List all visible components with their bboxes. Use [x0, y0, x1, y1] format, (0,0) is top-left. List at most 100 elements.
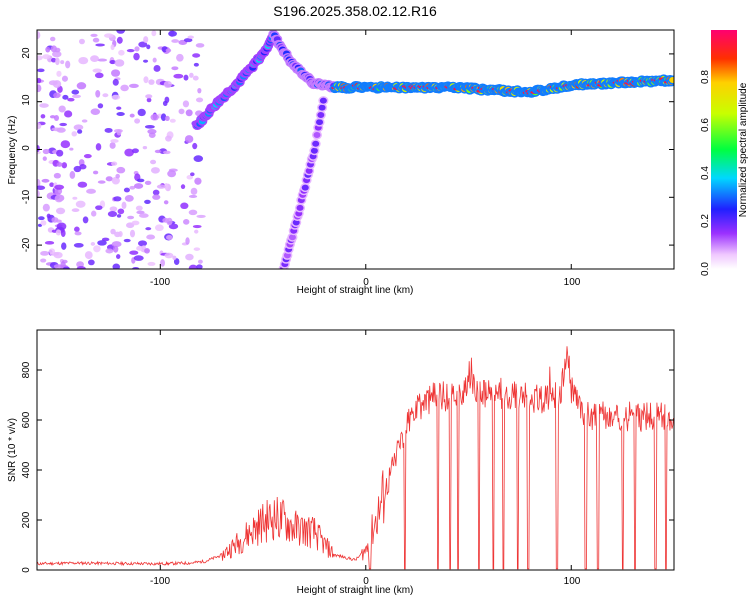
heatmap-cell — [129, 250, 139, 255]
heatmap-cell — [37, 77, 42, 84]
snr-ytick-label: 200 — [21, 511, 32, 528]
heatmap-cell — [79, 164, 87, 170]
heatmap-cell — [116, 30, 126, 34]
heatmap-cell — [283, 252, 291, 259]
heatmap-cell — [90, 33, 98, 38]
heatmap-cell — [104, 127, 113, 133]
heatmap-cell — [72, 196, 78, 200]
heatmap-cell — [145, 94, 153, 99]
heatmap-cell — [111, 241, 122, 248]
heatmap-cell — [53, 172, 61, 179]
heatmap-cell — [116, 254, 121, 259]
heatmap-cell — [144, 248, 150, 254]
heatmap-cell — [54, 184, 65, 190]
heatmap-cell — [61, 75, 68, 82]
colorbar-gradient — [711, 30, 737, 269]
heatmap-cell — [38, 216, 45, 221]
heatmap-cell — [84, 251, 93, 260]
snr-xtick-label: 100 — [564, 576, 581, 587]
snr-ytick-label: 600 — [21, 411, 32, 428]
heatmap-cell — [147, 129, 157, 135]
heatmap-cell — [137, 108, 146, 117]
heatmap-cell — [197, 87, 202, 94]
heatmap-cell — [109, 142, 116, 149]
heatmap-cell — [144, 180, 152, 185]
heatmap-cell — [52, 50, 62, 58]
heatmap-cell — [105, 176, 113, 182]
heatmap-cell — [185, 253, 194, 261]
spectrogram-xtick-label: 0 — [363, 277, 369, 288]
heatmap-cell — [71, 131, 78, 137]
heatmap-cell — [42, 148, 50, 155]
heatmap-cell — [110, 44, 115, 51]
heatmap-cell — [133, 183, 144, 189]
heatmap-cell — [90, 55, 99, 62]
heatmap-cell — [67, 97, 75, 102]
heatmap-cell — [292, 219, 300, 226]
heatmap-cell — [60, 229, 66, 238]
heatmap-cell — [129, 83, 139, 88]
heatmap-cell — [118, 230, 123, 238]
heatmap-cell — [154, 149, 162, 154]
heatmap-cell — [58, 105, 66, 113]
snr-frame — [36, 329, 675, 571]
chart-title: S196.2025.358.02.12.R16 — [273, 3, 437, 19]
heatmap-cell — [317, 112, 325, 119]
heatmap-cell — [168, 223, 179, 230]
heatmap-cell — [44, 240, 55, 245]
heatmap-cell — [73, 124, 84, 131]
heatmap-cell — [40, 258, 47, 263]
heatmap-cell — [113, 196, 122, 202]
heatmap-cell — [115, 173, 120, 179]
heatmap-cell — [176, 53, 184, 62]
snr-ytick-label: 400 — [21, 461, 32, 478]
heatmap-cell — [121, 201, 127, 210]
heatmap-cell — [50, 36, 56, 42]
heatmap-cell — [151, 30, 157, 37]
heatmap-cell — [69, 147, 74, 151]
heatmap-cell — [178, 108, 185, 115]
heatmap-cell — [187, 35, 194, 39]
heatmap-cell — [77, 181, 88, 188]
heatmap-cell — [111, 94, 121, 100]
heatmap-cell — [126, 48, 135, 53]
heatmap-cell — [301, 184, 309, 191]
heatmap-cell — [160, 113, 167, 121]
heatmap-cell — [97, 240, 107, 246]
heatmap-cell — [153, 64, 161, 72]
heatmap-cell — [313, 131, 321, 138]
heatmap-cell — [78, 56, 89, 65]
heatmap-cell — [62, 94, 69, 100]
snr-xlabel: Height of straight line (km) — [297, 585, 414, 596]
heatmap-cell — [37, 179, 41, 187]
heatmap-cell — [46, 213, 51, 219]
heatmap-cell — [124, 195, 134, 202]
heatmap-cell — [109, 206, 118, 212]
heatmap-cell — [195, 43, 205, 48]
heatmap-cell — [186, 174, 194, 180]
heatmap-cell — [185, 109, 193, 117]
heatmap-cell — [116, 106, 122, 110]
heatmap-cell — [76, 261, 84, 268]
heatmap-cell — [180, 202, 189, 210]
heatmap-cell — [193, 62, 199, 67]
heatmap-cell — [105, 248, 114, 254]
heatmap-cell — [56, 70, 62, 77]
heatmap-cell — [190, 187, 198, 195]
heatmap-cell — [118, 49, 125, 56]
heatmap-cell — [95, 205, 103, 211]
heatmap-cell — [669, 77, 674, 84]
heatmap-cell — [116, 36, 123, 44]
heatmap-cell — [102, 93, 109, 98]
heatmap-cell — [48, 248, 55, 254]
heatmap-cell — [60, 60, 65, 65]
heatmap-cell — [143, 59, 149, 63]
spectrogram-xlabel: Height of straight line (km) — [297, 285, 414, 296]
heatmap-cell — [196, 214, 206, 218]
heatmap-cell — [146, 97, 152, 103]
spectrogram-xtick-label: -100 — [150, 277, 170, 288]
heatmap-cell — [78, 38, 85, 45]
heatmap-cell — [59, 122, 68, 127]
heatmap-cell — [51, 57, 57, 63]
